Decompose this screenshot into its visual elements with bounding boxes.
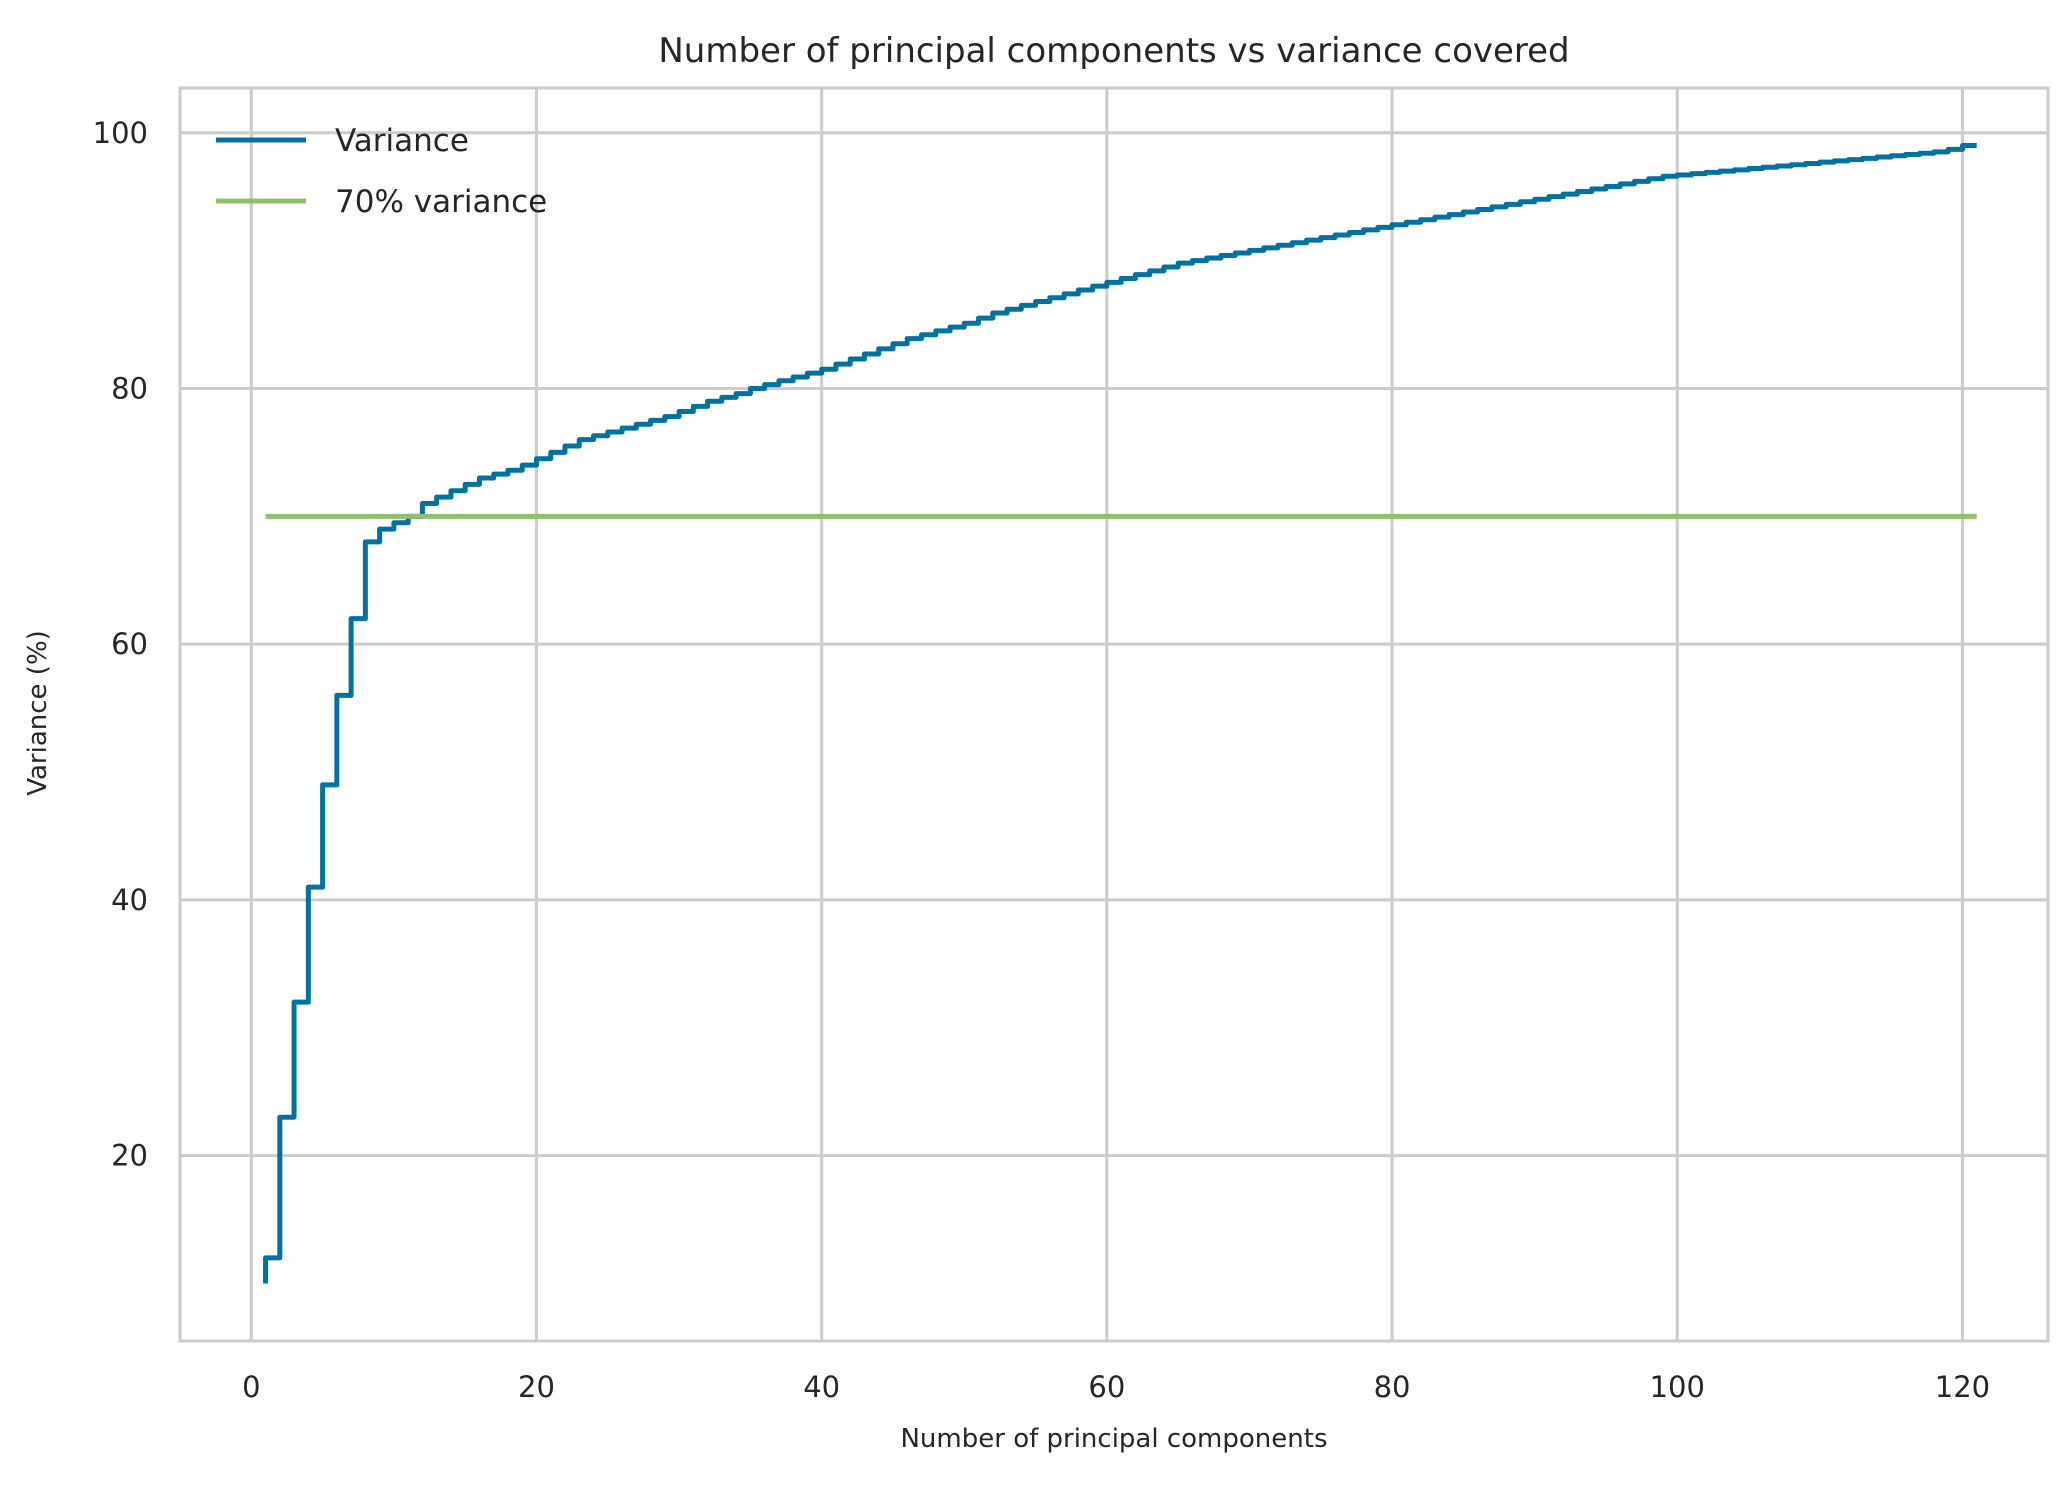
x-tick-label: 80 bbox=[1374, 1370, 1411, 1404]
x-tick-label: 60 bbox=[1088, 1370, 1125, 1404]
x-tick-label: 20 bbox=[518, 1370, 555, 1404]
legend-label-threshold: 70% variance bbox=[335, 184, 547, 220]
chart-title: Number of principal components vs varian… bbox=[658, 31, 1569, 71]
y-tick-label: 80 bbox=[111, 371, 148, 405]
series-lines bbox=[263, 143, 1977, 1284]
y-tick-label: 60 bbox=[111, 627, 148, 661]
x-tick-label: 100 bbox=[1650, 1370, 1705, 1404]
y-tick-label: 40 bbox=[111, 883, 148, 917]
plot-border bbox=[178, 86, 2050, 1343]
x-tick-labels: 0 20 40 60 80 100 120 bbox=[242, 1370, 1990, 1404]
plot-frame bbox=[178, 86, 2050, 1343]
grid-lines bbox=[180, 88, 2048, 1341]
y-tick-label: 20 bbox=[111, 1139, 148, 1173]
legend-label-variance: Variance bbox=[335, 123, 469, 159]
x-tick-label: 0 bbox=[242, 1370, 260, 1404]
y-axis-label: Variance (%) bbox=[23, 630, 53, 796]
legend: Variance 70% variance bbox=[216, 123, 547, 220]
variance-series-line bbox=[263, 143, 1977, 1284]
y-tick-label: 100 bbox=[93, 116, 148, 150]
x-tick-label: 120 bbox=[1935, 1370, 1990, 1404]
y-tick-labels: 20 40 60 80 100 bbox=[93, 116, 148, 1173]
x-axis-label: Number of principal components bbox=[900, 1424, 1327, 1454]
x-tick-label: 40 bbox=[803, 1370, 840, 1404]
